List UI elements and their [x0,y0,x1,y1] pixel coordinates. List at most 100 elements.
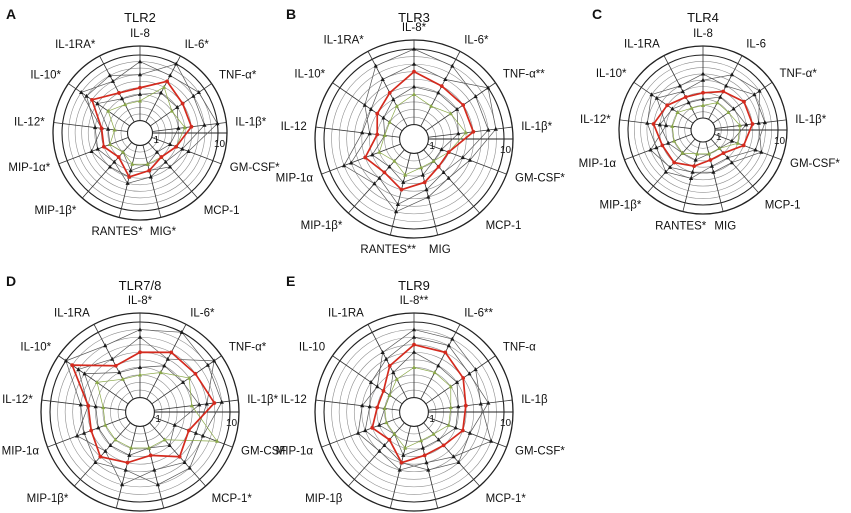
series-line-donor-3 [76,336,215,486]
data-point [411,327,417,332]
data-point [666,140,671,145]
data-point [692,164,696,169]
data-point [148,174,153,179]
series-line-donor-3 [343,63,497,213]
axis-label: IL-1β* [795,114,826,126]
spoke [115,425,137,509]
data-point [120,482,125,487]
data-point [356,430,361,435]
scale-label-1: 1 [155,414,161,425]
data-point [473,367,478,372]
data-point [367,131,372,136]
data-point [392,158,397,163]
data-point [467,157,472,162]
series-line-median [364,70,475,191]
data-point [422,453,427,458]
data-point [349,160,354,165]
data-point [411,349,417,354]
data-point [180,101,185,106]
data-point [96,425,101,430]
data-point [446,150,451,155]
data-point [651,122,656,126]
data-point [186,149,191,153]
panel-letter: B [286,6,296,22]
data-point [169,108,174,113]
data-point [158,90,164,95]
data-point [200,433,205,438]
spoke [321,416,401,448]
data-point [95,101,100,106]
data-point [130,161,135,166]
data-point [163,159,168,164]
data-point [167,443,172,447]
data-point [392,431,397,436]
data-point [665,103,670,108]
data-point [79,90,84,94]
data-point [123,467,128,472]
data-point [382,443,387,447]
scale-label-10: 10 [214,139,226,150]
axis-label: IL-8 [693,28,713,40]
axis-label: MCP-1* [486,493,527,505]
axis-label: IL-10* [294,69,325,81]
data-point [159,155,164,159]
data-point [391,97,396,102]
axis-label: MIP-1α [276,445,314,457]
data-point [446,175,451,180]
axis-label: MIG* [150,226,177,238]
axis-label: MIP-1α [276,172,314,184]
spoke [58,355,129,405]
data-point [737,123,742,128]
data-point [362,102,367,107]
data-point [162,363,167,368]
series-line-donor-4 [671,102,741,155]
data-point [117,370,122,375]
data-point [411,84,417,89]
data-point [375,132,380,137]
scale-label-1: 1 [716,132,722,143]
data-point [193,430,198,435]
data-point [486,85,491,90]
series-line-donor-1 [86,63,205,184]
axis-label: RANTES* [655,220,707,232]
axis-label: TNF-α* [229,342,267,354]
axis-label: IL-8* [402,22,427,34]
axis-label: MCP-1 [204,205,240,217]
spoke [151,355,222,405]
data-point [663,169,668,174]
spoke [427,416,507,448]
spoke [93,324,134,400]
data-point [137,59,143,64]
data-point [146,445,151,450]
axis-label: IL-12 [281,394,307,406]
data-point [382,406,387,410]
data-point [664,123,669,128]
data-point [381,115,386,120]
data-point [82,430,87,435]
data-point [103,422,108,427]
data-point [717,146,722,150]
data-point [167,164,173,169]
data-point [431,431,436,436]
data-point [99,126,104,131]
data-point [454,379,460,384]
data-point [363,428,368,433]
spoke [143,425,165,509]
data-point [375,384,380,389]
grid-ring [399,124,429,154]
axis-label: MIG [429,244,451,256]
data-point [215,438,220,443]
data-point [387,363,392,368]
data-point [446,422,451,427]
data-point [197,402,202,407]
data-point [204,401,209,406]
spoke [647,138,696,194]
spoke [153,416,233,448]
axis-label: IL-1RA [328,307,364,319]
panel-letter: D [6,273,16,289]
panel-d: D TLR7/8 1 10 IL-8* IL-6* TNF-α* IL-1β* GM-CSF MC… [2,273,286,512]
data-point [667,164,673,169]
data-point [384,356,389,361]
data-point [649,92,654,97]
axis-label: IL-12 [281,121,307,133]
